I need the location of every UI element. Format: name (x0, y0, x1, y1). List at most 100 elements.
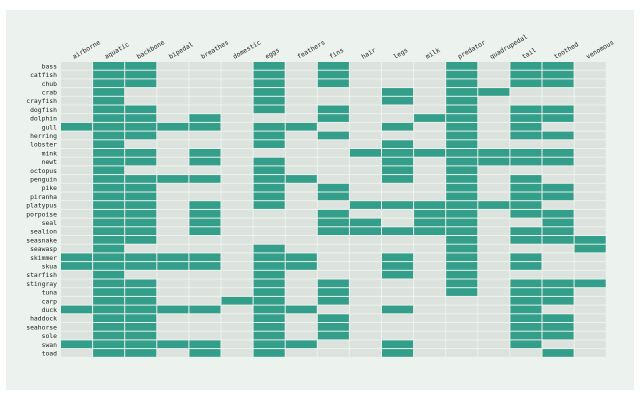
heatmap-cell-duck-tail (510, 305, 542, 314)
heatmap-cell-crayfish-airborne (61, 96, 93, 105)
heatmap-cell-platypus-predator (446, 201, 478, 209)
heatmap-cell-swan-feathers (285, 340, 317, 349)
heatmap-cell-haddock-legs (382, 314, 414, 322)
heatmap-cell-seal-airborne (61, 218, 93, 227)
column-label-tail: tail (520, 46, 537, 61)
column-label-milk: milk (424, 46, 441, 61)
column-label-hair: hair (360, 46, 377, 61)
heatmap-cell-dogfish-bipedal (157, 105, 189, 114)
heatmap-cell-herring-aquatic (93, 131, 125, 140)
heatmap-cell-penguin-toothed (542, 175, 574, 183)
heatmap-cell-gull-hair (349, 122, 381, 131)
heatmap-cell-sole-breathes (189, 331, 221, 340)
heatmap-cell-porpoise-toothed (542, 209, 574, 218)
row-label-tuna: tuna (42, 289, 58, 297)
heatmap-cell-stingray-eggs (253, 279, 285, 288)
heatmap-cell-penguin-tail (510, 175, 542, 183)
heatmap-cell-toad-backbone (125, 349, 157, 357)
heatmap-cell-platypus-airborne (61, 201, 93, 209)
heatmap-cell-crayfish-hair (349, 96, 381, 105)
heatmap-cell-porpoise-bipedal (157, 209, 189, 218)
heatmap-cell-skua-hair (349, 262, 381, 270)
heatmap-cell-haddock-aquatic (93, 314, 125, 322)
heatmap-cell-pike-backbone (125, 183, 157, 192)
heatmap-cell-tuna-venomous (574, 288, 606, 296)
heatmap-cell-duck-eggs (253, 305, 285, 314)
heatmap-cell-crayfish-backbone (125, 96, 157, 105)
heatmap-cell-catfish-toothed (542, 70, 574, 79)
heatmap-cell-crab-hair (349, 88, 381, 96)
heatmap-cell-platypus-breathes (189, 201, 221, 209)
heatmap-cell-herring-bipedal (157, 131, 189, 140)
heatmap-cell-octopus-legs (382, 166, 414, 175)
heatmap-cell-sealion-breathes (189, 227, 221, 235)
heatmap-cell-duck-feathers (285, 305, 317, 314)
heatmap-cell-skimmer-venomous (574, 253, 606, 262)
heatmap-cell-starfish-quadrupedal (478, 270, 510, 279)
heatmap-cell-octopus-eggs (253, 166, 285, 175)
heatmap-cell-herring-fins (317, 131, 349, 140)
heatmap-cell-seahorse-aquatic (93, 323, 125, 331)
heatmap-cell-swan-backbone (125, 340, 157, 349)
column-label-airborne: airborne (71, 38, 102, 60)
row-label-bass: bass (42, 62, 58, 70)
heatmap-cell-lobster-milk (414, 140, 446, 148)
heatmap-cell-stingray-legs (382, 279, 414, 288)
heatmap-cell-sealion-legs (382, 227, 414, 235)
heatmap-cell-bass-backbone (125, 62, 157, 70)
row-label-duck: duck (42, 306, 58, 314)
heatmap-cell-porpoise-predator (446, 209, 478, 218)
heatmap-cell-octopus-domestic (221, 166, 253, 175)
heatmap-cell-haddock-breathes (189, 314, 221, 322)
heatmap-cell-toad-breathes (189, 349, 221, 357)
heatmap-cell-pike-domestic (221, 183, 253, 192)
heatmap-cell-penguin-bipedal (157, 175, 189, 183)
heatmap-cell-swan-toothed (542, 340, 574, 349)
heatmap-cell-porpoise-backbone (125, 209, 157, 218)
heatmap-cell-crayfish-domestic (221, 96, 253, 105)
heatmap-cell-gull-backbone (125, 122, 157, 131)
row-label-mink: mink (42, 149, 58, 157)
heatmap-cell-lobster-venomous (574, 140, 606, 148)
heatmap-cell-newt-toothed (542, 157, 574, 166)
heatmap-cell-lobster-legs (382, 140, 414, 148)
heatmap-cell-crayfish-tail (510, 96, 542, 105)
heatmap-cell-octopus-tail (510, 166, 542, 175)
heatmap-cell-dogfish-venomous (574, 105, 606, 114)
heatmap-cell-penguin-airborne (61, 175, 93, 183)
heatmap-cell-penguin-legs (382, 175, 414, 183)
heatmap-cell-sealion-feathers (285, 227, 317, 235)
heatmap-cell-haddock-domestic (221, 314, 253, 322)
row-label-stingray: stingray (26, 280, 57, 288)
column-label-feathers: feathers (296, 38, 327, 60)
heatmap-cell-seal-milk (414, 218, 446, 227)
heatmap-cell-newt-backbone (125, 157, 157, 166)
heatmap-cell-sole-feathers (285, 331, 317, 340)
heatmap-cell-seasnake-hair (349, 236, 381, 244)
heatmap-cell-gull-eggs (253, 122, 285, 131)
heatmap-cell-haddock-quadrupedal (478, 314, 510, 322)
heatmap-cell-piranha-domestic (221, 192, 253, 201)
row-labels: basscatfishchubcrabcrayfishdogfishdolphi… (26, 62, 57, 357)
heatmap-cell-penguin-fins (317, 175, 349, 183)
heatmap-cell-gull-legs (382, 122, 414, 131)
heatmap-cell-chub-predator (446, 79, 478, 88)
heatmap-cell-carp-backbone (125, 296, 157, 305)
heatmap-cell-sealion-venomous (574, 227, 606, 235)
heatmap-cell-tuna-quadrupedal (478, 288, 510, 296)
heatmap-cell-penguin-domestic (221, 175, 253, 183)
heatmap-cell-dolphin-backbone (125, 114, 157, 122)
heatmap-cell-lobster-airborne (61, 140, 93, 148)
heatmap-cell-chub-tail (510, 79, 542, 88)
heatmap-cell-dolphin-quadrupedal (478, 114, 510, 122)
heatmap-cell-seal-eggs (253, 218, 285, 227)
heatmap-cell-newt-breathes (189, 157, 221, 166)
heatmap-cell-seasnake-venomous (574, 236, 606, 244)
heatmap-cell-octopus-milk (414, 166, 446, 175)
heatmap-cell-seal-hair (349, 218, 381, 227)
heatmap-cell-seahorse-eggs (253, 323, 285, 331)
heatmap-cell-mink-feathers (285, 149, 317, 157)
heatmap-cell-chub-hair (349, 79, 381, 88)
heatmap-cell-tuna-domestic (221, 288, 253, 296)
heatmap-cell-platypus-bipedal (157, 201, 189, 209)
